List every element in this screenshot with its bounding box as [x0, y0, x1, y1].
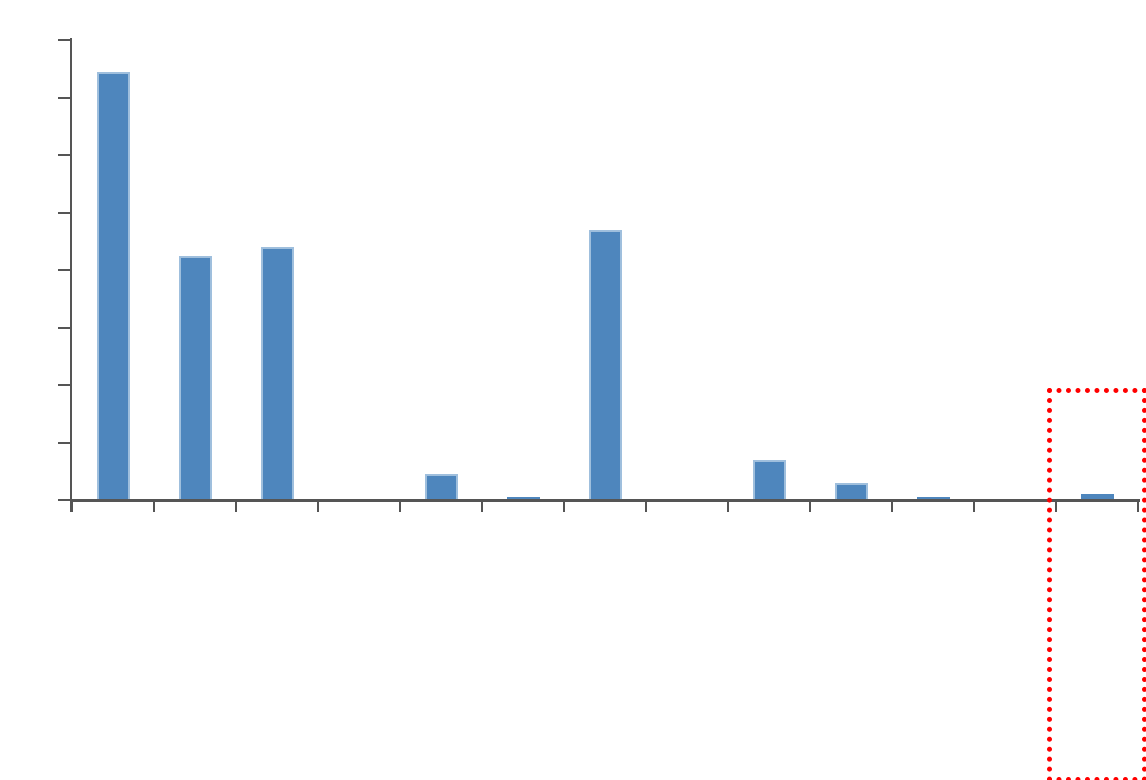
x-axis-tick: [153, 500, 155, 512]
y-axis-tick-label: [0, 480, 46, 520]
category-label: [506, 523, 540, 780]
x-axis-tick: [973, 500, 975, 512]
y-axis-tick: [58, 211, 72, 214]
x-axis-tick: [235, 500, 237, 512]
bar: [752, 459, 786, 500]
y-axis-tick: [58, 39, 72, 41]
y-axis-tick-label: [0, 135, 46, 175]
y-axis-tick: [58, 441, 72, 444]
category-label: [752, 523, 786, 780]
highlight-box: [1047, 388, 1146, 780]
y-axis-tick-label: [0, 78, 46, 118]
y-axis-tick-label: [0, 365, 46, 405]
x-axis-tick: [563, 500, 565, 512]
x-axis-tick: [399, 500, 401, 512]
y-axis-tick: [58, 269, 72, 271]
category-label: [96, 523, 130, 780]
y-axis-tick: [58, 96, 72, 99]
x-axis-tick: [809, 500, 811, 512]
bar: [424, 474, 458, 500]
y-axis-line: [70, 38, 72, 512]
category-label: [834, 523, 868, 780]
bar: [178, 255, 212, 500]
x-axis-tick: [727, 500, 729, 512]
y-axis-tick-label: [0, 20, 46, 60]
bar: [588, 229, 622, 500]
bar: [260, 247, 294, 500]
y-axis-tick: [58, 326, 72, 329]
category-label: [178, 523, 212, 780]
x-axis-line: [70, 499, 1140, 502]
bar: [506, 497, 540, 500]
x-axis-tick: [891, 500, 893, 512]
category-label: [260, 523, 294, 780]
category-label: [588, 523, 622, 780]
category-label: [424, 523, 458, 780]
x-axis-tick: [481, 500, 483, 512]
category-label: [916, 523, 950, 780]
bar: [96, 71, 130, 500]
y-axis-tick-label: [0, 250, 46, 290]
y-axis-tick: [58, 154, 72, 156]
y-axis-tick-label: [0, 193, 46, 233]
x-axis-tick: [1055, 500, 1057, 512]
bar: [916, 497, 950, 500]
bar: [834, 482, 868, 500]
y-axis-tick: [58, 384, 72, 386]
y-axis-tick: [58, 499, 72, 501]
x-axis-tick: [71, 500, 73, 512]
y-axis-tick-label: [0, 423, 46, 463]
y-axis-tick-label: [0, 308, 46, 348]
x-axis-tick: [645, 500, 647, 512]
x-axis-tick: [1137, 500, 1139, 512]
x-axis-tick: [317, 500, 319, 512]
bar: [1080, 494, 1114, 500]
